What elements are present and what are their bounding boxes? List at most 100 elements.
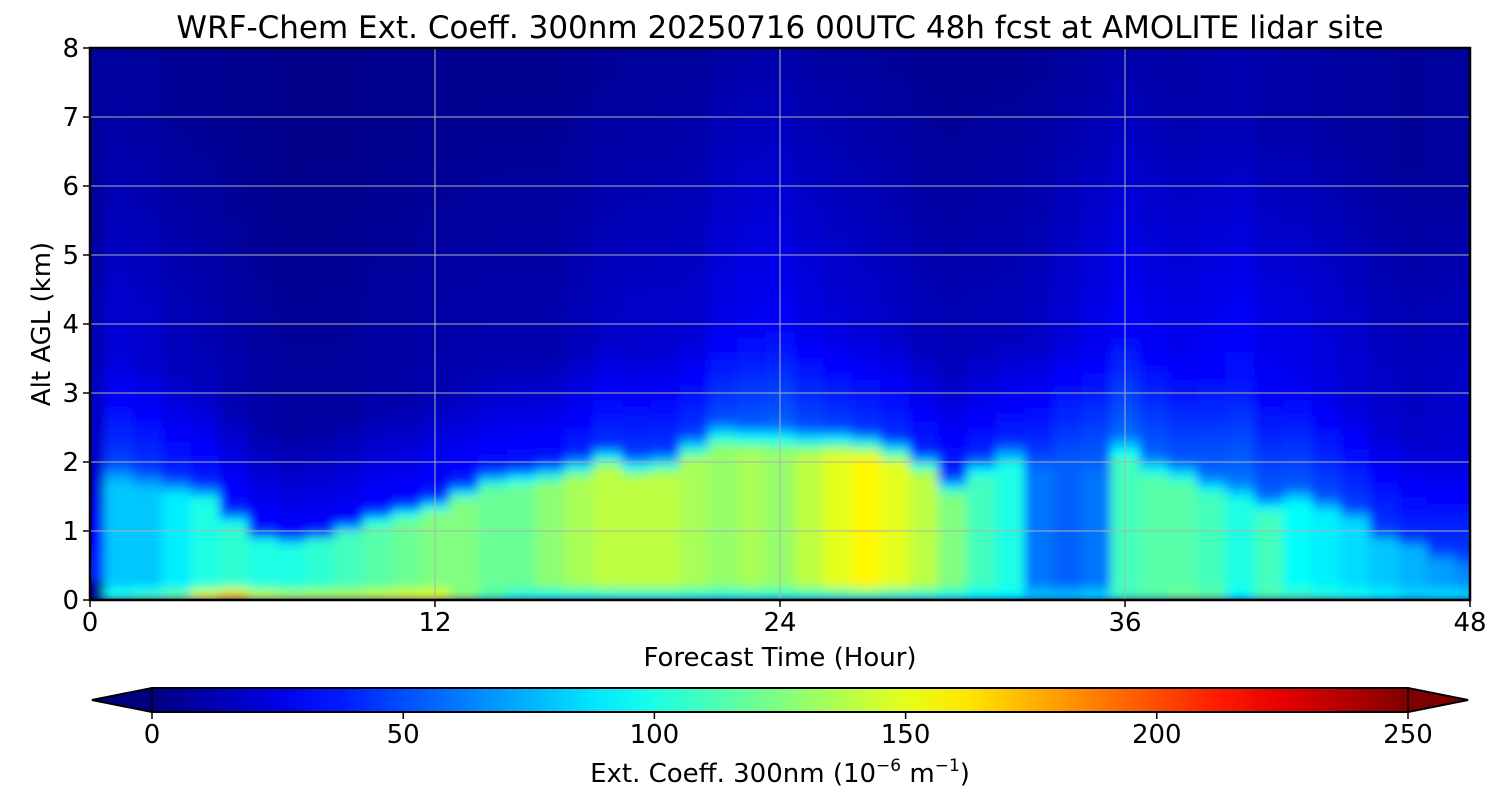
heatmap-cell [995,372,1025,380]
heatmap-cell [248,289,278,297]
heatmap-cell [506,296,537,304]
heatmap-cell [506,255,537,263]
heatmap-cell [966,234,997,242]
heatmap-cell [966,61,997,70]
heatmap-cell [995,199,1025,208]
heatmap-cell [995,358,1025,366]
heatmap-cell [190,524,220,532]
heatmap-cell [161,234,192,242]
heatmap-cell [1369,179,1399,187]
heatmap-cell [276,365,307,373]
heatmap-cell [938,544,968,553]
heatmap-cell [104,572,134,580]
heatmap-cell [1426,151,1457,159]
heatmap-cell [1081,220,1112,228]
heatmap-cell [708,399,738,408]
heatmap-cell [391,310,422,318]
heatmap-cell [1024,220,1054,228]
heatmap-cell [1369,248,1399,256]
heatmap-cell [1053,186,1083,194]
heatmap-cell [880,310,910,318]
heatmap-cell [1311,489,1342,498]
heatmap-cell [995,344,1025,353]
heatmap-cell [1139,158,1169,166]
heatmap-cell [478,455,508,463]
heatmap-cell [391,289,422,297]
heatmap-cell [1369,268,1399,277]
heatmap-cell [133,358,163,366]
heatmap-cell [535,317,565,325]
heatmap-cell [736,165,767,173]
heatmap-cell [1283,158,1313,166]
heatmap-cell [1024,406,1054,415]
heatmap-cell [851,572,882,580]
heatmap-cell [909,227,939,235]
heatmap-cell [104,399,134,408]
heatmap-cell [1369,330,1399,339]
heatmap-cell [1225,54,1255,63]
heatmap-cell [1283,372,1313,380]
heatmap-cell [133,489,163,498]
heatmap-cell [1340,551,1370,560]
heatmap-cell [1024,158,1054,166]
heatmap-cell [391,172,422,180]
heatmap-cell [1024,531,1054,539]
heatmap-cell [564,579,594,587]
heatmap-cell [161,358,192,366]
heatmap-cell [276,358,307,366]
heatmap-cell [248,158,278,166]
heatmap-cell [679,468,709,477]
heatmap-cell [363,248,393,256]
heatmap-cell [621,510,652,518]
heatmap-cell [535,482,565,491]
heatmap-cell [1311,89,1342,97]
heatmap-cell [1283,282,1313,291]
heatmap-cell [880,48,910,56]
heatmap-cell [1139,496,1169,504]
heatmap-cell [133,365,163,373]
heatmap-cell [363,475,393,484]
heatmap-cell [794,282,824,291]
heatmap-cell [449,344,479,353]
heatmap-cell [1455,220,1470,228]
heatmap-cell [736,282,767,291]
heatmap-cell [305,144,335,153]
heatmap-cell [1254,96,1284,104]
heatmap-cell [219,103,249,111]
heatmap-cell [1053,296,1083,304]
heatmap-cell [593,524,623,532]
heatmap-cell [1196,386,1227,394]
heatmap-cell [506,241,537,249]
heatmap-cell [133,303,163,311]
heatmap-cell [1053,455,1083,463]
heatmap-cell [1398,330,1428,339]
heatmap-cell [449,213,479,222]
heatmap-cell [1196,179,1227,187]
heatmap-cell [219,227,249,235]
heatmap-cell [1283,289,1313,297]
heatmap-cell [219,82,249,90]
heatmap-cell [90,75,105,84]
heatmap-cell [219,386,249,394]
heatmap-cell [679,179,709,187]
heatmap-cell [794,558,824,567]
heatmap-cell [679,455,709,463]
heatmap-cell [909,179,939,187]
heatmap-cell [1196,489,1227,498]
heatmap-cell [219,344,249,353]
heatmap-cell [248,213,278,222]
heatmap-cell [650,172,680,180]
heatmap-cell [736,427,767,435]
heatmap-cell [363,82,393,90]
heatmap-cell [621,593,652,600]
heatmap-cell [679,220,709,228]
heatmap-cell [593,54,623,63]
heatmap-cell [823,268,853,277]
heatmap-cell [363,144,393,153]
heatmap-cell [708,186,738,194]
heatmap-cell [938,310,968,318]
heatmap-cell [564,54,594,63]
heatmap-cell [1254,420,1284,429]
heatmap-cell [909,144,939,153]
heatmap-cell [1398,186,1428,194]
